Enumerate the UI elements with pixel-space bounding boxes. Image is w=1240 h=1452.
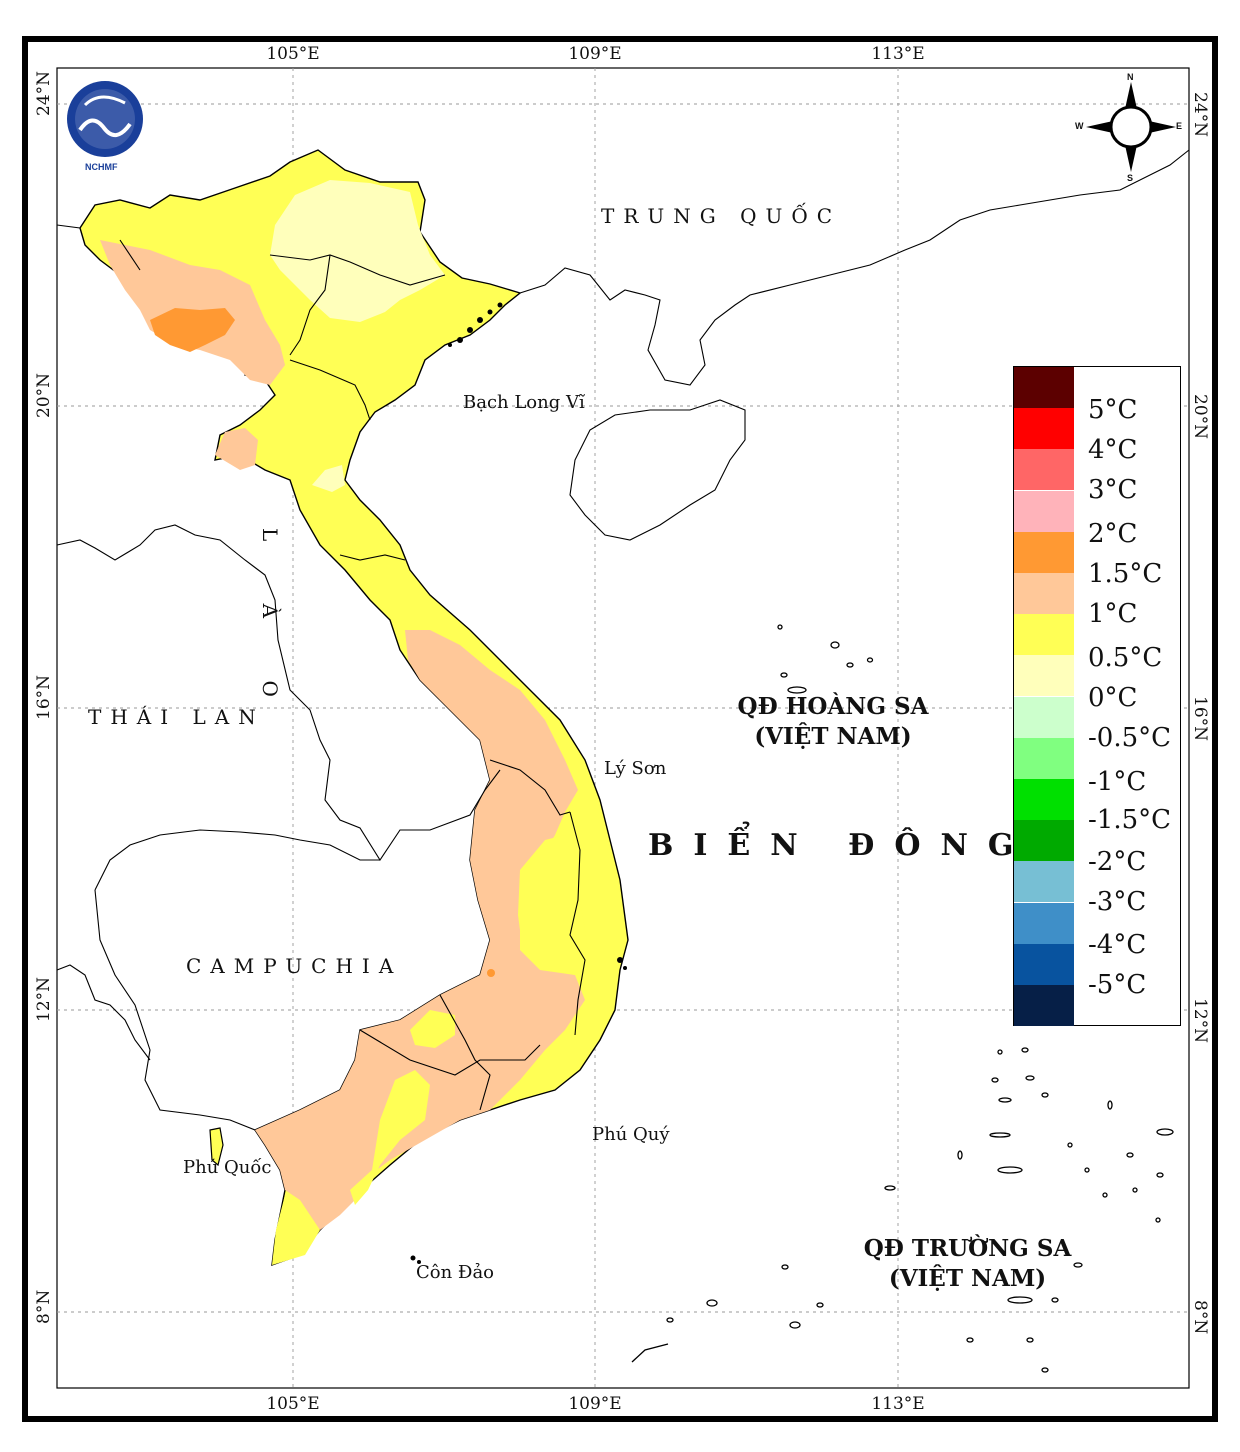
label-hoang-sa: QĐ HOÀNG SA (VIỆT NAM) (733, 692, 933, 752)
map-frame (22, 36, 1218, 1422)
label-china: TRUNG QUỐC (601, 204, 842, 228)
halong-islets (410, 302, 627, 1264)
legend-swatch (1014, 902, 1074, 944)
legend-label: 4°C (1088, 435, 1138, 465)
region-borders (269, 254, 586, 1111)
lat-tick-right-8: 8°N (1190, 1300, 1210, 1335)
label-truong-sa: QĐ TRƯỜNG SA (VIỆT NAM) (855, 1234, 1080, 1294)
hoang-sa-line2: (VIỆT NAM) (754, 723, 912, 750)
hoang-sa-line1: QĐ HOÀNG SA (737, 693, 929, 720)
label-bien-dong: BIỂN ĐÔNG (648, 828, 1034, 863)
legend-swatch (1014, 861, 1074, 903)
logo-text: NCHMF (85, 162, 118, 172)
legend-swatch (1014, 943, 1074, 985)
legend-swatch (1014, 614, 1074, 656)
legend-label: -4°C (1088, 930, 1147, 960)
lon-tick-bottom-105: 105°E (266, 1394, 320, 1414)
country-borders (56, 239, 501, 1131)
hainan-island (569, 399, 746, 541)
truong-sa-islands (631, 1047, 1174, 1373)
label-phu-quoc: Phú Quốc (183, 1157, 272, 1178)
legend-label: -5°C (1088, 970, 1147, 1000)
lat-tick-right-12: 12°N (1190, 998, 1210, 1044)
legend-swatch (1014, 820, 1074, 862)
label-con-dao: Côn Đảo (416, 1262, 495, 1283)
lon-tick-top-109: 109°E (568, 44, 622, 64)
label-bach-long-vi: Bạch Long Vĩ (463, 392, 585, 413)
compass-rose-icon (1086, 82, 1176, 172)
legend-label: 2°C (1088, 519, 1138, 549)
lat-tick-left-20: 20°N (34, 372, 54, 418)
legend-swatch (1014, 490, 1074, 532)
lat-tick-left-24: 24°N (34, 70, 54, 116)
legend-swatch (1014, 985, 1074, 1026)
lon-tick-bottom-109: 109°E (568, 1394, 622, 1414)
lat-tick-left-12: 12°N (34, 976, 54, 1022)
legend-swatch (1014, 696, 1074, 738)
lat-tick-left-16: 16°N (34, 674, 54, 720)
legend-label: 3°C (1088, 475, 1138, 505)
legend-swatch (1014, 408, 1074, 450)
truong-sa-line1: QĐ TRƯỜNG SA (863, 1235, 1072, 1262)
legend-label: -1°C (1088, 767, 1147, 797)
lat-tick-right-16: 16°N (1190, 696, 1210, 742)
legend-label: -2°C (1088, 847, 1147, 877)
label-laos: L À O (258, 528, 282, 725)
label-ly-son: Lý Sơn (604, 758, 667, 779)
phu-quoc-island (209, 1127, 224, 1167)
label-phu-quy: Phú Quý (592, 1124, 670, 1145)
lat-tick-left-8: 8°N (34, 1289, 54, 1324)
legend-swatch (1014, 737, 1074, 779)
peach-zone-south (255, 630, 585, 1230)
label-thailand: THÁI LAN (88, 705, 265, 729)
lat-tick-right-24: 24°N (1190, 92, 1210, 138)
lat-tick-right-20: 20°N (1190, 394, 1210, 440)
label-cambodia: CAMPUCHIA (186, 954, 403, 978)
hoang-sa-islands (777, 624, 874, 694)
legend-label: 1°C (1088, 599, 1138, 629)
legend-label: -3°C (1088, 887, 1147, 917)
compass-e: E (1176, 121, 1183, 131)
legend-label: 1.5°C (1088, 559, 1163, 589)
legend-swatch (1014, 449, 1074, 491)
compass-n: N (1127, 72, 1134, 82)
legend-label: -1.5°C (1088, 805, 1172, 835)
nchmf-logo (67, 81, 143, 157)
legend-swatch (1014, 367, 1074, 408)
compass-w: W (1075, 121, 1084, 131)
truong-sa-line2: (VIỆT NAM) (888, 1265, 1047, 1292)
legend-swatch (1014, 779, 1074, 820)
lon-tick-bottom-113: 113°E (871, 1394, 925, 1414)
compass-s: S (1127, 173, 1134, 183)
legend-label: 5°C (1088, 395, 1138, 425)
legend-label: -0.5°C (1088, 723, 1172, 753)
legend-swatch (1014, 655, 1074, 697)
orange-zone-nw (150, 308, 235, 352)
legend-label: 0°C (1088, 683, 1138, 713)
color-legend (1013, 366, 1181, 1026)
legend-label: 0.5°C (1088, 643, 1163, 673)
legend-swatch (1014, 573, 1074, 614)
china-coast (56, 149, 1190, 541)
pale-yellow-zone (270, 180, 445, 322)
lon-tick-top-105: 105°E (266, 44, 320, 64)
legend-swatch (1014, 531, 1074, 573)
lon-tick-top-113: 113°E (871, 44, 925, 64)
